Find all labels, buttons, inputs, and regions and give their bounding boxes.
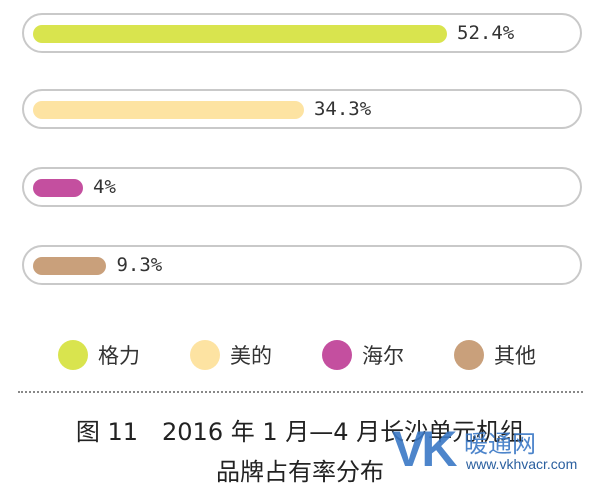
legend-swatch xyxy=(190,340,220,370)
divider xyxy=(18,391,583,393)
watermark-url: www.vkhvacr.com xyxy=(466,456,578,472)
bar-value-label: 9.3% xyxy=(116,254,163,276)
figure-caption-line1: 图 11 2016 年 1 月—4 月长沙单元机组 xyxy=(75,418,525,446)
bar-track: 9.3% xyxy=(22,245,582,285)
bar-track: 4% xyxy=(22,167,582,207)
legend-item: 海尔 xyxy=(322,338,404,372)
legend-item: 其他 xyxy=(454,338,536,372)
legend-swatch xyxy=(58,340,88,370)
bar-3 xyxy=(33,257,107,275)
watermark-text: 暖通网 xyxy=(464,430,536,458)
legend-label: 美的 xyxy=(230,344,272,368)
legend-swatch xyxy=(454,340,484,370)
bar-value-label: 52.4% xyxy=(457,22,515,44)
legend-label: 格力 xyxy=(98,344,140,368)
bar-2 xyxy=(33,179,83,197)
legend-label: 海尔 xyxy=(362,344,404,368)
legend-swatch xyxy=(322,340,352,370)
figure-caption-line2: 品牌占有率分布 xyxy=(216,458,384,486)
bar-track: 52.4% xyxy=(22,13,582,53)
bar-1 xyxy=(33,101,304,119)
legend: 格力 美的 海尔 其他 xyxy=(0,338,600,372)
bar-track: 34.3% xyxy=(22,89,582,129)
bar-value-label: 34.3% xyxy=(313,98,372,120)
legend-label: 其他 xyxy=(494,344,536,368)
watermark-logo: VK xyxy=(392,421,457,477)
legend-item: 格力 xyxy=(58,338,140,372)
bar-value-label: 4% xyxy=(93,176,116,198)
bar-0 xyxy=(33,25,447,43)
legend-item: 美的 xyxy=(190,338,272,372)
